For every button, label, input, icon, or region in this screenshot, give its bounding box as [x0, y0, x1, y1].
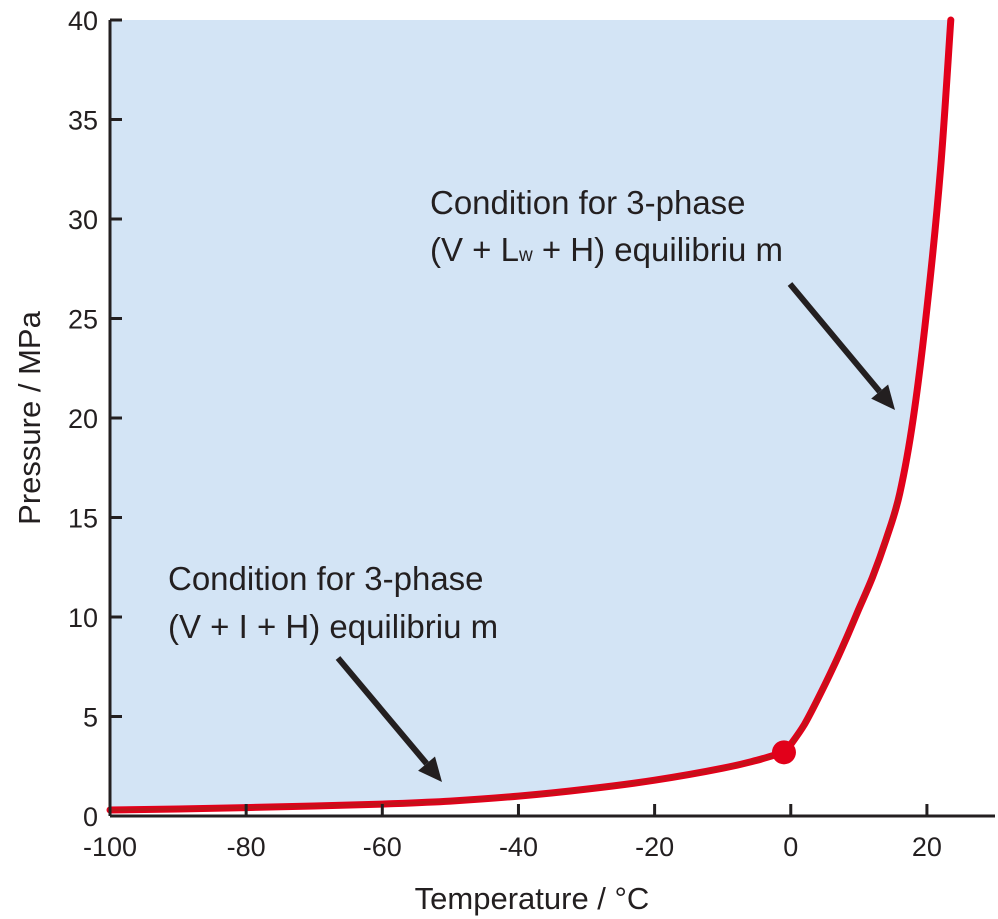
y-tick-label: 10	[68, 603, 98, 633]
annotation-vih-line2: (V + I + H) equilibriu m	[168, 608, 498, 645]
annotation-vlwh-suffix: + H) equilibriu m	[533, 231, 783, 268]
arrow-shaft	[335, 656, 429, 766]
x-axis-title: Temperature / °C	[415, 881, 650, 916]
y-tick-label: 25	[68, 305, 98, 335]
y-tick-label: 15	[68, 504, 98, 534]
annotation-vlwh-arrow	[787, 282, 895, 410]
quadruple-point-marker	[771, 740, 796, 765]
annotation-vlwh-prefix: (V + L	[430, 231, 519, 268]
annotation-vlwh-subscript: w	[518, 245, 533, 266]
x-tick-label: -40	[499, 832, 538, 862]
y-tick-label: 20	[68, 404, 98, 434]
arrow-head	[871, 384, 895, 410]
arrow-shaft	[787, 282, 882, 394]
series-line-inner-shadow	[108, 492, 902, 812]
annotation-vih-arrow	[335, 656, 442, 782]
y-tick-label: 35	[68, 106, 98, 136]
y-ticks: 0 5 10 15 20 25 30 35 40	[68, 6, 122, 832]
annotation-vlwh-line1: Condition for 3-phase	[430, 184, 746, 221]
x-ticks: -100 -80 -60 -40 -20 0 20	[83, 804, 942, 862]
arrow-head	[418, 756, 442, 782]
x-tick-label: 0	[783, 832, 798, 862]
x-tick-label: -20	[635, 832, 674, 862]
hydrate-stable-region	[110, 20, 951, 810]
annotation-vih-line1: Condition for 3-phase	[168, 560, 484, 597]
y-tick-label: 40	[68, 6, 98, 36]
y-tick-label: 30	[68, 205, 98, 235]
x-tick-label: -60	[363, 832, 402, 862]
annotation-vlwh-line2: (V + Lw + H) equilibriu m	[430, 231, 783, 268]
y-tick-label: 0	[83, 802, 98, 832]
x-tick-label: -80	[227, 832, 266, 862]
x-tick-label: 20	[912, 832, 942, 862]
x-tick-label: -100	[83, 832, 137, 862]
y-tick-label: 5	[83, 703, 98, 733]
y-axis-title: Pressure / MPa	[12, 310, 47, 524]
